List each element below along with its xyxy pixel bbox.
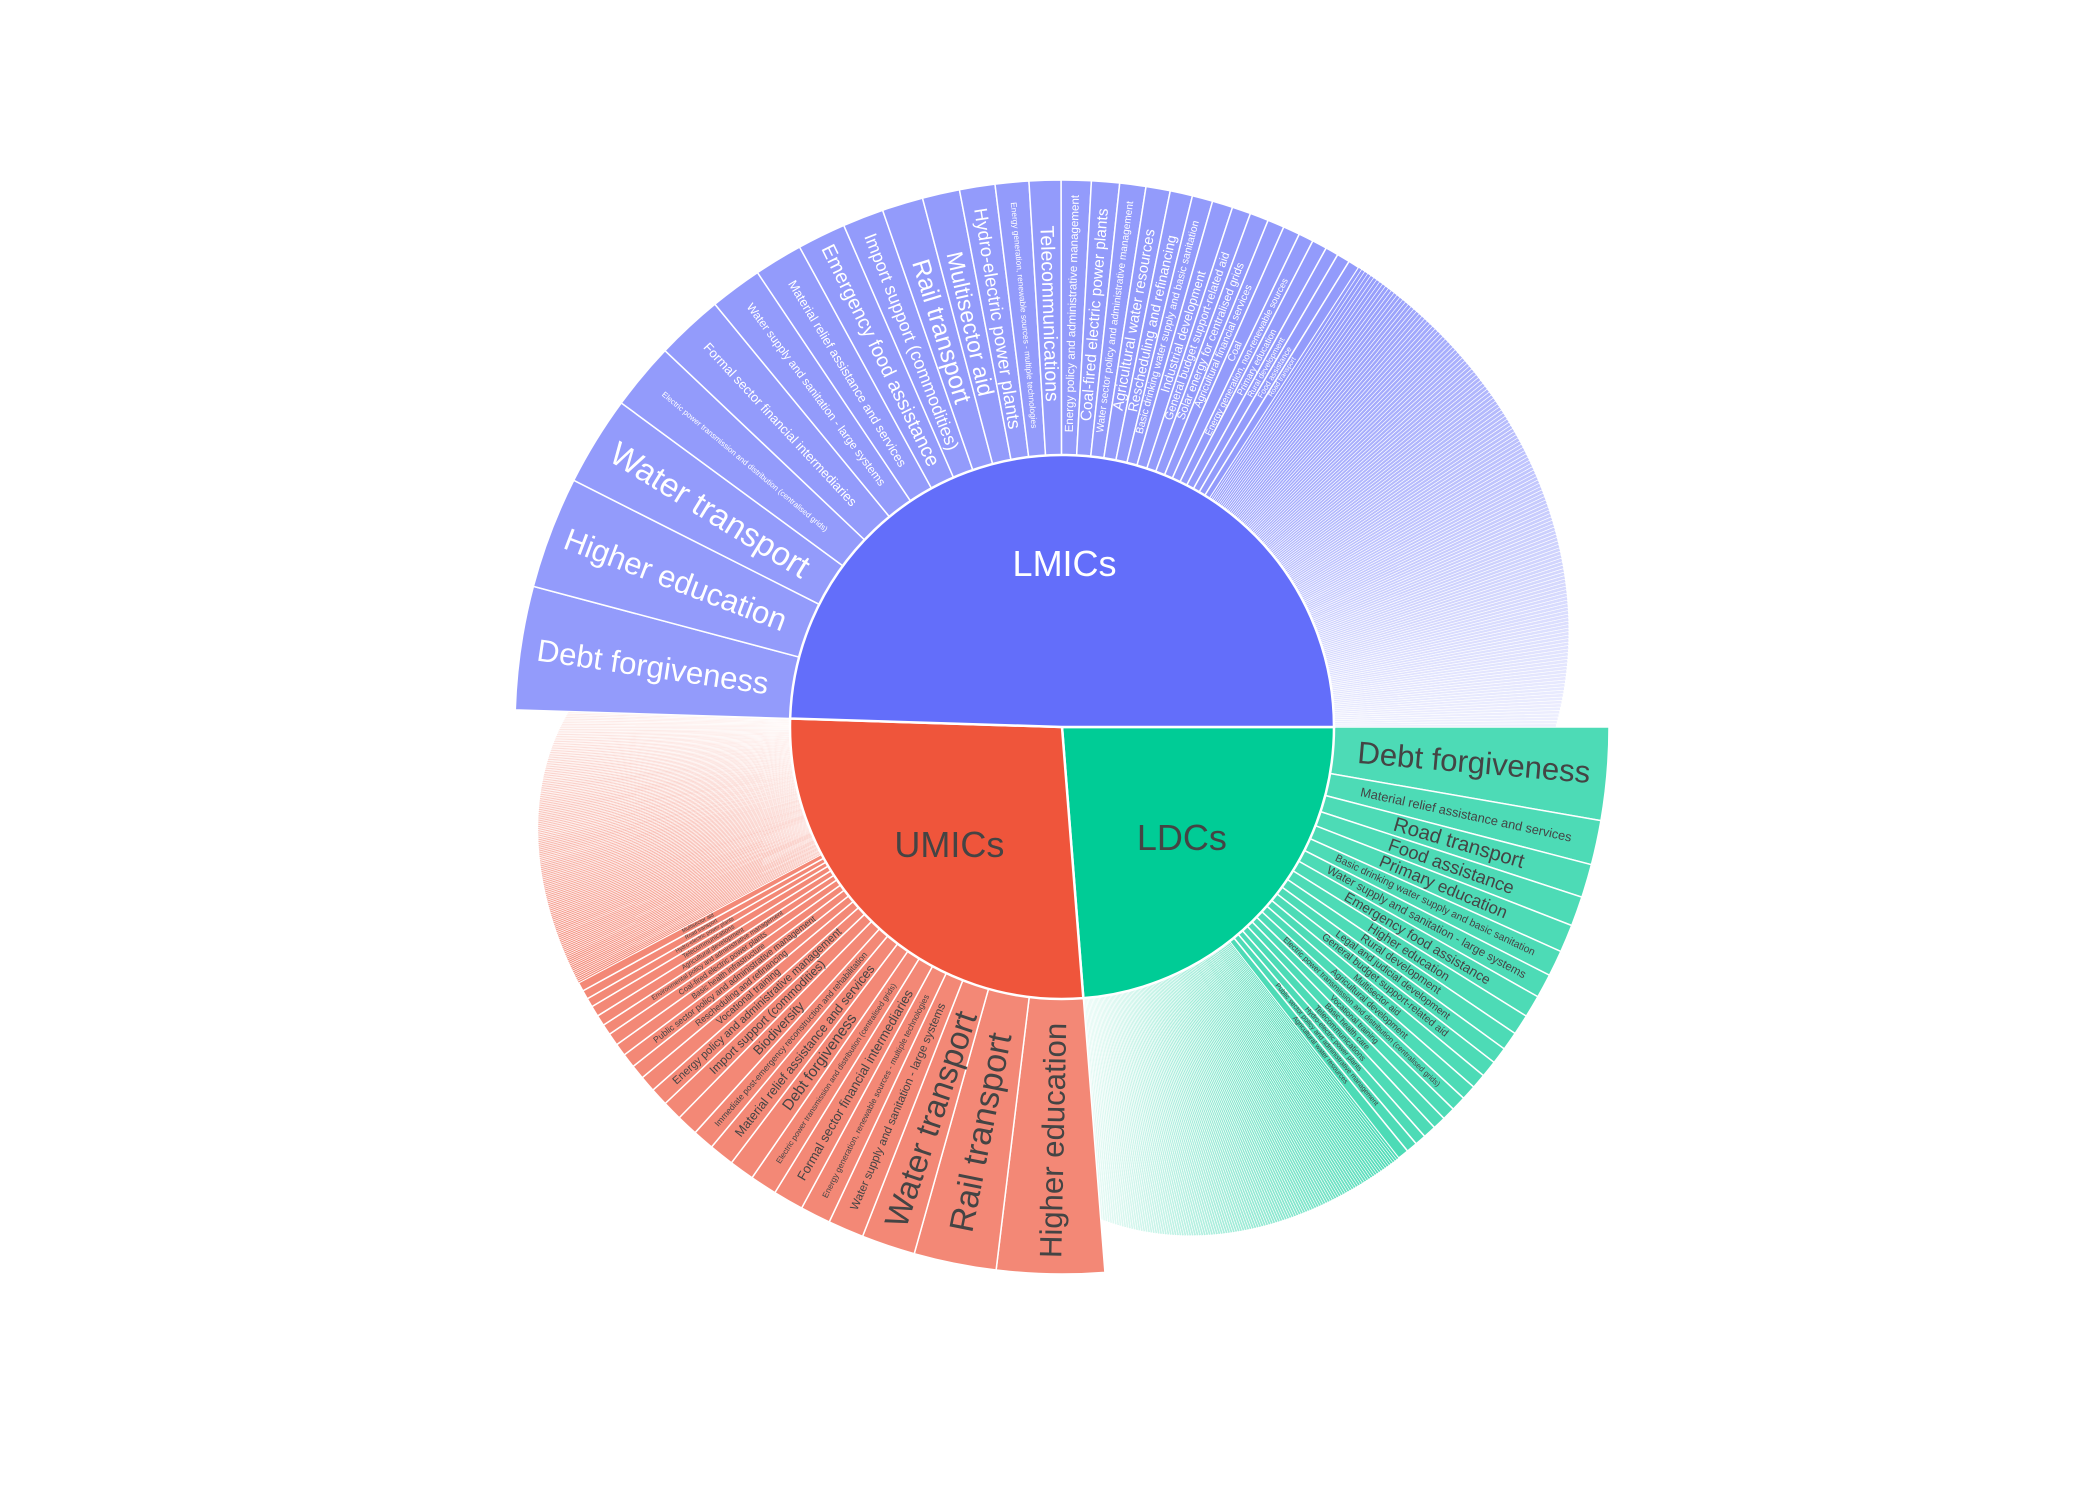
- inner-wedge-umics[interactable]: [788, 717, 1085, 1001]
- outer-label-umics-higher-education: Higher education: [1033, 1022, 1073, 1258]
- outer-ring: [514, 179, 1610, 1275]
- inner-ring: [788, 453, 1336, 1001]
- inner-wedge-lmics[interactable]: [788, 453, 1336, 729]
- inner-label-ldcs: LDCs: [1137, 817, 1227, 858]
- inner-label-umics: UMICs: [894, 824, 1004, 865]
- inner-label-lmics: LMICs: [1013, 543, 1117, 584]
- outer-label-lmics-telecommunications: Telecommunications: [1035, 225, 1062, 402]
- inner-wedge-ldcs[interactable]: [1060, 725, 1336, 1000]
